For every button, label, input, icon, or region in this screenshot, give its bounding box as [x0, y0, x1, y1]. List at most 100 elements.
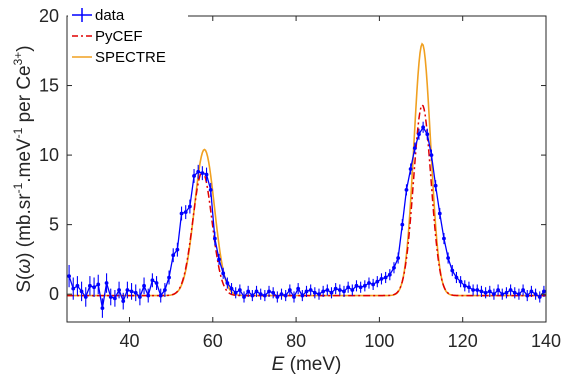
data-point: [125, 288, 130, 292]
data-point: [162, 288, 167, 292]
data-point: [79, 289, 84, 294]
x-tick-label: 40: [119, 331, 139, 351]
data-point: [308, 288, 313, 292]
data-point: [129, 289, 134, 294]
data-point: [179, 211, 184, 216]
data-point: [100, 306, 105, 310]
data-point: [204, 172, 209, 177]
data-point: [88, 283, 92, 288]
data-point: [71, 286, 76, 291]
x-tick-label: 60: [203, 331, 223, 351]
data-point: [67, 274, 71, 278]
data-point: [283, 293, 288, 298]
data-point: [392, 265, 396, 270]
y-axis-label-sup3: 3+: [11, 52, 25, 66]
data-point: [246, 289, 251, 294]
legend-entry-spectre: SPECTRE: [72, 49, 166, 66]
data-point: [504, 290, 509, 295]
data-point: [383, 275, 388, 280]
data-point: [200, 171, 205, 176]
data-point: [296, 286, 301, 291]
y-axis-label-end: per Ce: [14, 65, 35, 127]
data-point: [387, 272, 392, 277]
data-point: [533, 292, 538, 297]
x-tick-label: 120: [448, 331, 478, 351]
x-axis-label-unit: (meV): [284, 354, 341, 375]
y-axis-label-prefix: S(: [14, 273, 35, 293]
data-point: [412, 146, 417, 151]
data-point: [404, 187, 409, 192]
y-tick-label: 0: [49, 284, 59, 304]
data-point: [271, 290, 276, 295]
data-point: [146, 293, 151, 298]
data-point: [396, 256, 401, 260]
data-point: [187, 204, 192, 209]
data-point: [471, 288, 476, 292]
data-point: [475, 288, 480, 292]
y-tick-label: 10: [39, 145, 59, 165]
data-point: [96, 282, 101, 287]
data-point: [479, 289, 484, 294]
data-point: [150, 278, 155, 283]
data-point: [337, 288, 342, 292]
data-point: [113, 296, 117, 301]
data-point: [137, 295, 142, 299]
data-point: [462, 283, 467, 288]
data-point: [171, 253, 176, 258]
plot-area: [67, 42, 546, 318]
data-point: [325, 288, 330, 292]
data-point: [354, 283, 359, 288]
legend-entry-data: data: [72, 7, 125, 24]
data-point: [192, 174, 196, 178]
data-point: [442, 236, 446, 241]
x-axis-label-symbol: E: [272, 354, 285, 375]
data-point: [217, 257, 221, 262]
data-point: [292, 295, 296, 299]
y-axis-label-mid2: .meV: [14, 138, 35, 183]
data-point: [346, 285, 351, 290]
data-point: [492, 292, 496, 297]
data-point: [512, 290, 517, 295]
x-tick-label: 100: [364, 331, 394, 351]
data-point: [258, 292, 263, 297]
data-point: [158, 293, 163, 298]
data-point: [267, 289, 271, 294]
data-point: [446, 256, 451, 260]
data-point: [517, 292, 521, 297]
data-point: [175, 247, 180, 252]
data-point: [450, 268, 455, 273]
data-point: [408, 167, 413, 171]
data-point: [367, 281, 371, 285]
data-point: [508, 288, 513, 292]
data-point: [429, 153, 434, 157]
data-point: [400, 222, 405, 227]
data-point: [75, 283, 80, 288]
data-point: [317, 292, 321, 297]
data-point: [242, 295, 246, 299]
data-point: [237, 288, 242, 292]
data-point: [329, 290, 334, 295]
data-point: [321, 289, 326, 294]
y-axis-label-sup2: -1: [11, 127, 25, 138]
data-point: [542, 289, 546, 294]
data-point: [375, 279, 380, 284]
x-tick-label: 140: [531, 331, 561, 351]
data-point: [121, 299, 126, 304]
data-point: [312, 290, 317, 295]
data-point: [433, 183, 438, 188]
data-point: [350, 288, 355, 292]
data-point: [117, 288, 121, 292]
data-point: [250, 293, 255, 298]
data-point: [437, 211, 442, 216]
data-point: [425, 132, 430, 137]
data-point: [467, 285, 471, 290]
data-point: [496, 288, 500, 292]
data-point: [287, 288, 292, 292]
data-point: [275, 295, 280, 299]
legend-label-data: data: [95, 7, 125, 24]
data-point: [254, 289, 259, 294]
data-point: [83, 295, 88, 299]
data-point: [108, 295, 113, 299]
data-point: [221, 271, 226, 276]
